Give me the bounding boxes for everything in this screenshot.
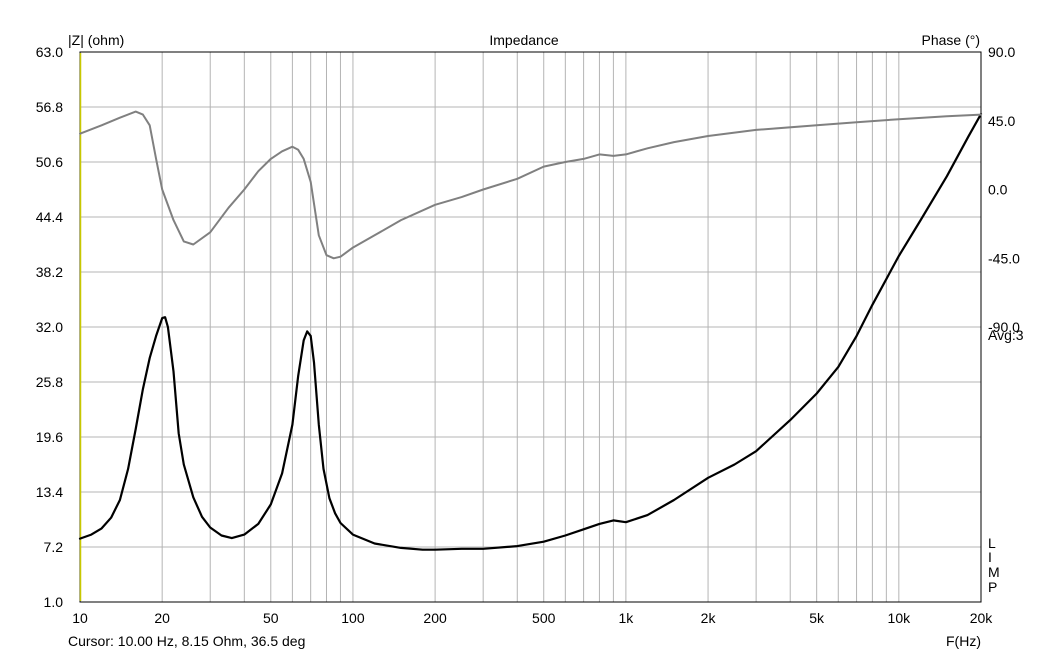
y-left-tick-label: 1.0 bbox=[44, 594, 64, 610]
y-left-tick-label: 63.0 bbox=[36, 44, 63, 60]
impedance-series-line bbox=[78, 112, 983, 551]
x-tick-label: 50 bbox=[263, 610, 279, 626]
limp-letter-l: L bbox=[988, 535, 996, 551]
limp-letter-i: I bbox=[988, 549, 992, 565]
chart-title: Impedance bbox=[489, 32, 558, 48]
y-left-tick-label: 44.4 bbox=[36, 209, 63, 225]
y-right-tick-label: 90.0 bbox=[988, 44, 1015, 60]
x-tick-label: 100 bbox=[341, 610, 365, 626]
y-gridlines bbox=[80, 106, 981, 548]
x-tick-label: 5k bbox=[809, 610, 825, 626]
y-left-tick-label: 7.2 bbox=[44, 539, 64, 555]
y-left-tick-label: 19.6 bbox=[36, 429, 63, 445]
y-left-tick-label: 50.6 bbox=[36, 154, 63, 170]
x-tick-label: 2k bbox=[701, 610, 717, 626]
x-tick-labels: 10 20 50 100 200 500 1k 2k 5k 10k 20k bbox=[72, 610, 993, 626]
y-right-tick-label: 0.0 bbox=[988, 182, 1008, 198]
limp-letter-p: P bbox=[988, 579, 997, 595]
x-tick-label: 1k bbox=[618, 610, 634, 626]
y-left-tick-label: 56.8 bbox=[36, 99, 63, 115]
y-left-tick-label: 13.4 bbox=[36, 484, 63, 500]
y-left-tick-label: 25.8 bbox=[36, 374, 63, 390]
cursor-readout: Cursor: 10.00 Hz, 8.15 Ohm, 36.5 deg bbox=[68, 633, 305, 649]
y-left-tick-label: 32.0 bbox=[36, 319, 63, 335]
x-tick-label: 20 bbox=[154, 610, 170, 626]
x-tick-label: 10 bbox=[72, 610, 88, 626]
y-axis-right-label: Phase (°) bbox=[921, 32, 980, 48]
x-tick-label: 20k bbox=[970, 610, 994, 626]
y-right-tick-label: -90.0 bbox=[988, 319, 1020, 335]
series-layer bbox=[78, 110, 983, 551]
y-axis-left-label: |Z| (ohm) bbox=[68, 32, 124, 48]
y-right-tick-label: -45.0 bbox=[988, 250, 1020, 266]
x-tick-label: 200 bbox=[423, 610, 447, 626]
x-axis-label: F(Hz) bbox=[946, 633, 981, 649]
y-right-tick-labels: 90.0 45.0 0.0 -45.0 -90.0 bbox=[988, 44, 1020, 335]
limp-letter-m: M bbox=[988, 564, 1000, 580]
y-right-tick-label: 45.0 bbox=[988, 113, 1015, 129]
phase-series-line bbox=[79, 110, 982, 260]
x-tick-label: 10k bbox=[888, 610, 912, 626]
avg-annotation: Avg:3 bbox=[988, 327, 1024, 343]
y-left-tick-labels: 63.0 56.8 50.6 44.4 38.2 32.0 25.8 19.6 13.4 7.2 1… bbox=[36, 44, 63, 610]
x-tick-label: 500 bbox=[532, 610, 556, 626]
y-left-tick-label: 38.2 bbox=[36, 264, 63, 280]
